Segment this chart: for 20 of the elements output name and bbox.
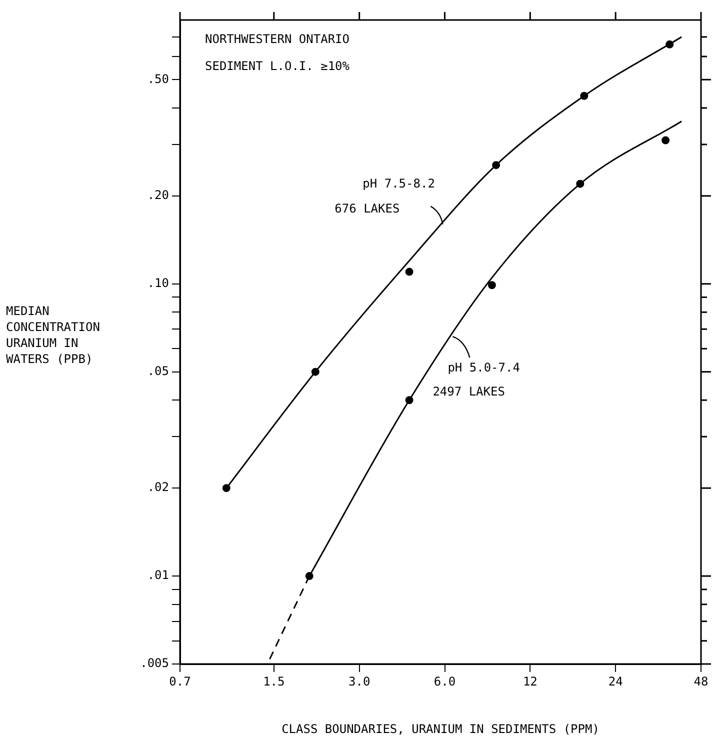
y-tick-label: .10	[147, 276, 169, 290]
x-tick-label: 1.5	[263, 674, 285, 688]
y-tick-label: .01	[147, 568, 169, 582]
x-tick-label: 0.7	[169, 674, 191, 688]
annotation: NORTHWESTERN ONTARIO	[205, 32, 350, 46]
y-tick-label: .50	[147, 72, 169, 86]
x-tick-label: 12	[522, 674, 538, 688]
y-tick-label: .20	[147, 188, 169, 202]
x-tick-label: 48	[694, 674, 708, 688]
annotation: pH 5.0-7.4 2497 LAKES	[432, 360, 520, 399]
y-tick-label: .02	[147, 480, 169, 494]
annotation: SEDIMENT L.O.I. ≥10%	[205, 59, 350, 74]
x-axis-title: CLASS BOUNDARIES, URANIUM IN SEDIMENTS (PPM)	[282, 722, 600, 736]
y-tick-label: .05	[147, 364, 169, 378]
annotation: pH 7.5-8.2 676 LAKES	[334, 176, 435, 216]
x-tick-label: 3.0	[348, 674, 370, 688]
y-axis-title: MEDIAN CONCENTRATION URANIUM IN WATERS (PPB)	[6, 304, 100, 366]
x-tick-label: 6.0	[434, 674, 456, 688]
y-tick-label: .005	[140, 656, 169, 670]
x-tick-label: 24	[608, 674, 623, 688]
